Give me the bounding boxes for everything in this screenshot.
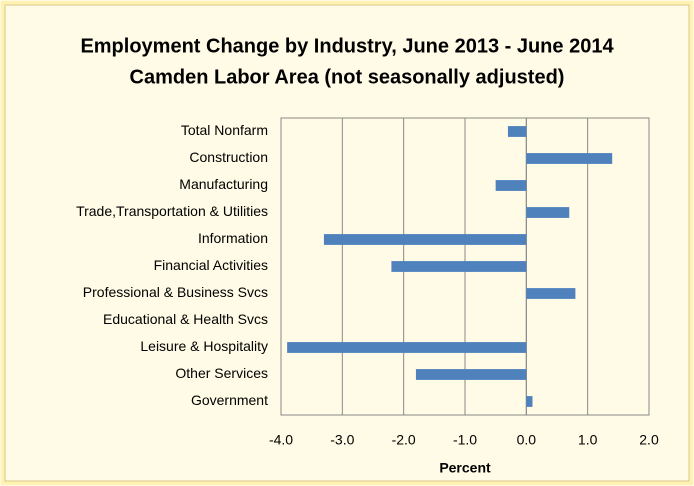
y-tick-label: Manufacturing xyxy=(179,176,268,192)
x-tick-label: -2.0 xyxy=(392,432,416,448)
x-tick-label: -3.0 xyxy=(330,432,354,448)
x-tick-label: -4.0 xyxy=(269,432,293,448)
x-tick-label: 0.0 xyxy=(517,432,537,448)
bar xyxy=(526,288,576,299)
bar xyxy=(287,342,527,353)
bar xyxy=(526,396,533,407)
bar xyxy=(526,153,613,164)
y-tick-label: Other Services xyxy=(175,365,268,381)
bar xyxy=(415,369,527,380)
y-tick-label: Financial Activities xyxy=(154,257,268,273)
x-tick-label: -1.0 xyxy=(453,432,477,448)
bar xyxy=(507,126,527,137)
chart-title: Employment Change by Industry, June 2013… xyxy=(80,35,614,57)
bar xyxy=(495,180,527,191)
y-tick-label: Trade,Transportation & Utilities xyxy=(76,203,268,219)
chart-subtitle: Camden Labor Area (not seasonally adjust… xyxy=(130,66,565,88)
x-tick-label: 2.0 xyxy=(639,432,659,448)
bar xyxy=(526,207,570,218)
y-tick-label: Information xyxy=(198,230,268,246)
x-tick-label: 1.0 xyxy=(578,432,598,448)
y-tick-label: Professional & Business Svcs xyxy=(83,284,268,300)
y-tick-label: Total Nonfarm xyxy=(181,122,268,138)
bar xyxy=(391,261,527,272)
y-tick-label: Leisure & Hospitality xyxy=(140,338,268,354)
y-tick-label: Government xyxy=(191,392,268,408)
x-axis-label: Percent xyxy=(439,460,491,476)
y-tick-label: Educational & Health Svcs xyxy=(103,311,268,327)
y-tick-label: Construction xyxy=(189,149,268,165)
bar xyxy=(323,234,527,245)
